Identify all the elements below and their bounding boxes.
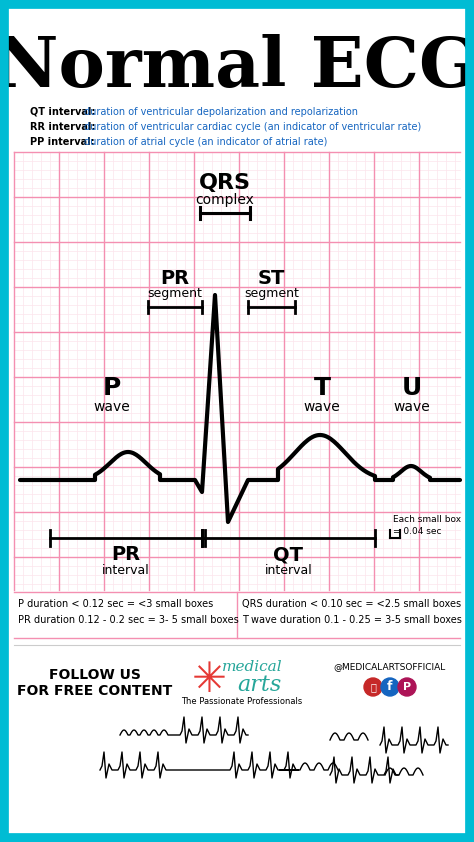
Text: Each small box: Each small box xyxy=(393,514,461,524)
Text: PR duration 0.12 - 0.2 sec = 3- 5 small boxes: PR duration 0.12 - 0.2 sec = 3- 5 small … xyxy=(18,615,239,625)
Text: PR: PR xyxy=(160,269,190,287)
Text: P duration < 0.12 sec = <3 small boxes: P duration < 0.12 sec = <3 small boxes xyxy=(18,599,213,609)
Text: f: f xyxy=(387,680,393,694)
Circle shape xyxy=(381,678,399,696)
Text: RR interval:: RR interval: xyxy=(30,122,95,132)
Text: = 0.04 sec: = 0.04 sec xyxy=(393,526,441,536)
Text: P: P xyxy=(103,376,121,400)
Text: wave: wave xyxy=(393,400,430,414)
Text: arts: arts xyxy=(237,674,281,696)
Text: interval: interval xyxy=(102,563,150,577)
Text: wave: wave xyxy=(304,400,340,414)
Circle shape xyxy=(364,678,382,696)
Text: medical: medical xyxy=(222,660,283,674)
Text: Normal ECG: Normal ECG xyxy=(0,35,474,102)
Text: T: T xyxy=(313,376,330,400)
Text: @MEDICALARTSOFFICIAL: @MEDICALARTSOFFICIAL xyxy=(334,663,446,672)
Text: FOLLOW US: FOLLOW US xyxy=(49,668,141,682)
Text: segment: segment xyxy=(147,287,202,301)
Text: wave: wave xyxy=(94,400,130,414)
Text: segment: segment xyxy=(244,287,299,301)
Text: interval: interval xyxy=(264,563,312,577)
Text: duration of atrial cycle (an indicator of atrial rate): duration of atrial cycle (an indicator o… xyxy=(83,137,327,147)
Text: U: U xyxy=(402,376,422,400)
Text: ST: ST xyxy=(258,269,285,287)
Text: duration of ventricular depolarization and repolarization: duration of ventricular depolarization a… xyxy=(83,107,357,117)
Text: PR: PR xyxy=(111,546,141,564)
Text: 📷: 📷 xyxy=(370,682,376,692)
Text: ✳: ✳ xyxy=(191,659,227,701)
Text: duration of ventricular cardiac cycle (an indicator of ventricular rate): duration of ventricular cardiac cycle (a… xyxy=(83,122,421,132)
Text: P: P xyxy=(403,682,411,692)
Text: QRS duration < 0.10 sec = <2.5 small boxes: QRS duration < 0.10 sec = <2.5 small box… xyxy=(242,599,461,609)
Circle shape xyxy=(398,678,416,696)
Text: complex: complex xyxy=(196,193,255,207)
Text: The Passionate Professionals: The Passionate Professionals xyxy=(182,697,302,706)
Text: PP interval:: PP interval: xyxy=(30,137,95,147)
Text: QT interval:: QT interval: xyxy=(30,107,95,117)
Text: T wave duration 0.1 - 0.25 = 3-5 small boxes: T wave duration 0.1 - 0.25 = 3-5 small b… xyxy=(242,615,462,625)
Text: FOR FREE CONTENT: FOR FREE CONTENT xyxy=(18,684,173,698)
Text: QRS: QRS xyxy=(199,173,251,193)
Text: QT: QT xyxy=(273,546,303,564)
